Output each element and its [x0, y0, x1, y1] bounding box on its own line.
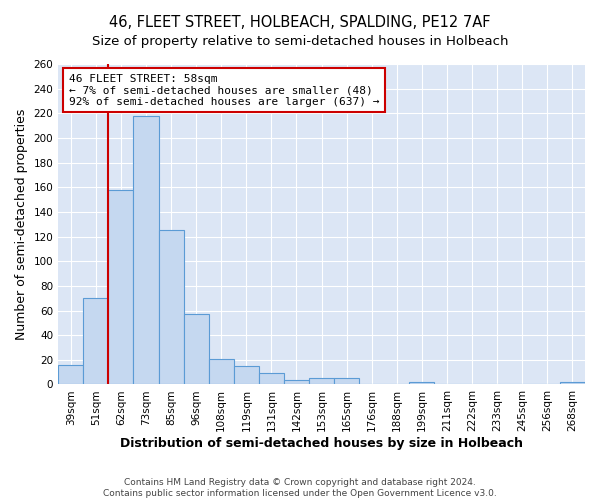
- Bar: [259, 374, 284, 384]
- Bar: [58, 364, 83, 384]
- Bar: [409, 382, 434, 384]
- Bar: [83, 298, 109, 384]
- Y-axis label: Number of semi-detached properties: Number of semi-detached properties: [15, 108, 28, 340]
- Bar: [560, 382, 585, 384]
- Bar: [133, 116, 158, 384]
- Text: Contains HM Land Registry data © Crown copyright and database right 2024.
Contai: Contains HM Land Registry data © Crown c…: [103, 478, 497, 498]
- Bar: [209, 358, 234, 384]
- X-axis label: Distribution of semi-detached houses by size in Holbeach: Distribution of semi-detached houses by …: [120, 437, 523, 450]
- Bar: [234, 366, 259, 384]
- Bar: [109, 190, 133, 384]
- Bar: [284, 380, 309, 384]
- Bar: [309, 378, 334, 384]
- Text: 46, FLEET STREET, HOLBEACH, SPALDING, PE12 7AF: 46, FLEET STREET, HOLBEACH, SPALDING, PE…: [109, 15, 491, 30]
- Text: 46 FLEET STREET: 58sqm
← 7% of semi-detached houses are smaller (48)
92% of semi: 46 FLEET STREET: 58sqm ← 7% of semi-deta…: [69, 74, 379, 107]
- Bar: [334, 378, 359, 384]
- Bar: [158, 230, 184, 384]
- Bar: [184, 314, 209, 384]
- Text: Size of property relative to semi-detached houses in Holbeach: Size of property relative to semi-detach…: [92, 35, 508, 48]
